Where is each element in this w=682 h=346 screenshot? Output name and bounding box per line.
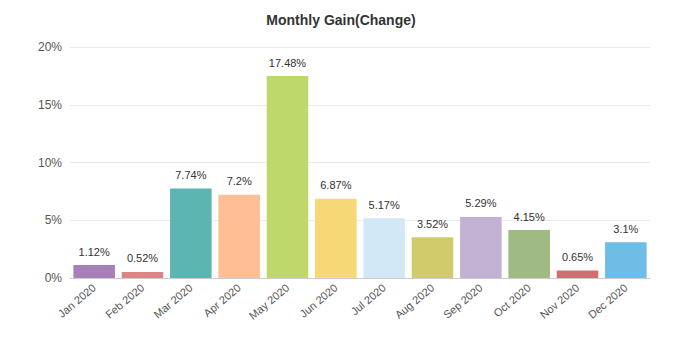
svg-text:5%: 5%	[45, 213, 63, 227]
svg-text:4.15%: 4.15%	[514, 211, 545, 223]
svg-text:Dec 2020: Dec 2020	[586, 281, 630, 320]
svg-text:0%: 0%	[45, 271, 63, 285]
svg-text:3.1%: 3.1%	[613, 223, 638, 235]
svg-text:0.65%: 0.65%	[562, 251, 593, 263]
svg-text:Jan 2020: Jan 2020	[56, 281, 98, 319]
svg-text:20%: 20%	[38, 40, 62, 54]
svg-text:Sep 2020: Sep 2020	[441, 281, 485, 320]
svg-text:Aug 2020: Aug 2020	[393, 281, 437, 320]
svg-text:0.52%: 0.52%	[127, 252, 158, 264]
svg-text:15%: 15%	[38, 98, 62, 112]
svg-text:Oct 2020: Oct 2020	[491, 281, 533, 319]
svg-text:7.74%: 7.74%	[175, 169, 206, 181]
svg-text:Apr 2020: Apr 2020	[201, 281, 243, 319]
svg-text:Jul 2020: Jul 2020	[348, 281, 388, 317]
svg-text:Mar 2020: Mar 2020	[151, 281, 194, 320]
svg-text:1.12%: 1.12%	[79, 246, 110, 258]
svg-text:7.2%: 7.2%	[227, 175, 252, 187]
svg-text:5.29%: 5.29%	[465, 197, 496, 209]
svg-text:17.48%: 17.48%	[269, 57, 307, 69]
svg-text:Jun 2020: Jun 2020	[297, 281, 339, 319]
svg-text:Feb 2020: Feb 2020	[103, 281, 146, 320]
svg-text:Monthly Gain(Change): Monthly Gain(Change)	[266, 12, 415, 28]
svg-text:May 2020: May 2020	[247, 281, 292, 321]
svg-text:10%: 10%	[38, 156, 62, 170]
svg-text:5.17%: 5.17%	[369, 199, 400, 211]
svg-text:3.52%: 3.52%	[417, 218, 448, 230]
svg-text:6.87%: 6.87%	[320, 179, 351, 191]
svg-text:Nov 2020: Nov 2020	[538, 281, 582, 320]
